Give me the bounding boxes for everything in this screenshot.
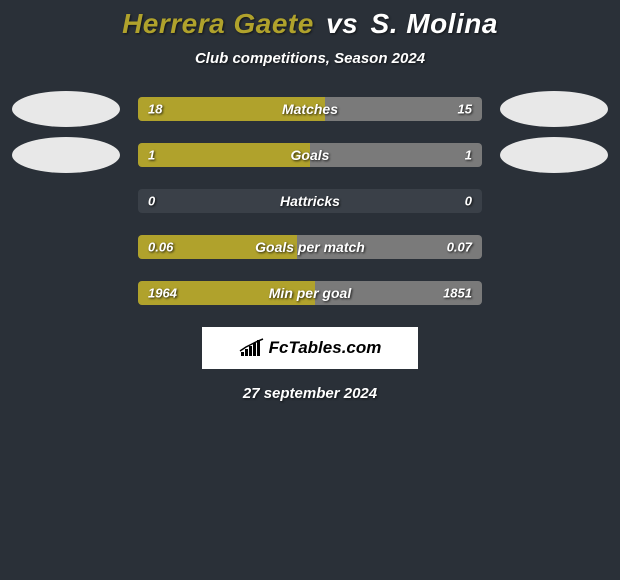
barchart-icon	[239, 338, 265, 358]
stat-row: 1815Matches	[0, 97, 620, 121]
avatar-spacer	[500, 281, 608, 305]
stat-bar: 0.060.07Goals per match	[138, 235, 482, 259]
avatar-spacer	[500, 189, 608, 213]
bar-fill-right	[310, 143, 482, 167]
avatar-spacer	[12, 189, 120, 213]
player2-avatar	[500, 137, 608, 173]
stat-bar: 19641851Min per goal	[138, 281, 482, 305]
bar-fill-right	[297, 235, 482, 259]
stat-bar: 0 0Hattricks	[138, 189, 482, 213]
player2-avatar	[500, 91, 608, 127]
player1-avatar	[12, 137, 120, 173]
bar-fill-left	[138, 281, 315, 305]
comparison-infographic: Herrera Gaete vs S. Molina Club competit…	[0, 0, 620, 402]
subtitle: Club competitions, Season 2024	[0, 50, 620, 67]
player2-name: S. Molina	[371, 8, 498, 39]
logo-text: FcTables.com	[269, 338, 382, 358]
bar-fill-left	[138, 143, 310, 167]
stat-value-right: 0	[465, 194, 472, 209]
avatar-spacer	[12, 235, 120, 259]
avatar-spacer	[12, 281, 120, 305]
stat-row: 0.060.07Goals per match	[0, 235, 620, 259]
bar-fill-left	[138, 97, 325, 121]
stat-label: Hattricks	[138, 193, 482, 209]
stat-bar: 1815Matches	[138, 97, 482, 121]
bar-fill-right	[325, 97, 482, 121]
bar-fill-left	[138, 235, 297, 259]
stat-row: 0 0Hattricks	[0, 189, 620, 213]
date-text: 27 september 2024	[0, 385, 620, 402]
stat-row: 11Goals	[0, 143, 620, 167]
avatar-spacer	[500, 235, 608, 259]
stat-bar: 11Goals	[138, 143, 482, 167]
player1-name: Herrera Gaete	[122, 8, 314, 39]
bar-fill-right	[315, 281, 482, 305]
stat-row: 19641851Min per goal	[0, 281, 620, 305]
player1-avatar	[12, 91, 120, 127]
vs-text: vs	[326, 8, 358, 39]
logo-box: FcTables.com	[202, 327, 418, 369]
stat-rows: 1815Matches 11Goals 0 0Hattricks 0.060.07Goa…	[0, 97, 620, 305]
stat-value-left: 0	[148, 194, 155, 209]
title: Herrera Gaete vs S. Molina	[0, 8, 620, 40]
